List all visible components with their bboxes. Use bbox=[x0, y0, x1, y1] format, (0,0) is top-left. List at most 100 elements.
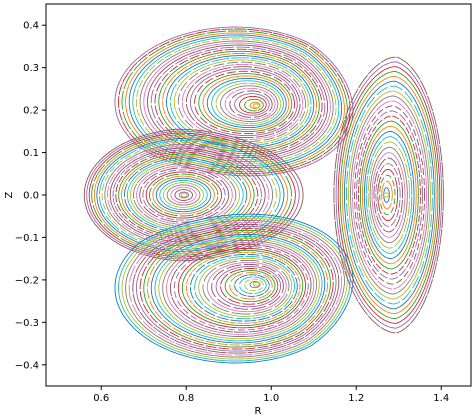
upper-lobe-ring bbox=[194, 70, 295, 135]
upper-lobe-ring bbox=[220, 85, 279, 122]
lower-lobe-ring bbox=[229, 272, 273, 300]
lower-lobe-ring bbox=[206, 261, 287, 313]
upper-lobe-surfaces bbox=[114, 26, 354, 177]
right-lobe-ring bbox=[369, 146, 408, 244]
plot-area bbox=[83, 26, 444, 364]
upper-lobe-ring bbox=[185, 66, 301, 139]
upper-lobe-ring bbox=[150, 46, 326, 157]
lower-lobe-ring bbox=[139, 227, 334, 350]
x-tick-label: 0.6 bbox=[93, 393, 109, 404]
lower-lobe-ring bbox=[147, 231, 329, 346]
right-lobe-ring bbox=[343, 80, 435, 310]
right-lobe-ring bbox=[352, 100, 427, 290]
lower-lobe-ring bbox=[177, 247, 306, 329]
upper-lobe-ring bbox=[125, 32, 345, 171]
lower-lobe-ring bbox=[194, 255, 295, 320]
lower-lobe-ring bbox=[150, 233, 326, 344]
left-lobe-ring bbox=[149, 173, 219, 217]
upper-lobe-ring bbox=[202, 75, 290, 131]
upper-lobe-ring bbox=[244, 98, 264, 112]
x-axis-label: R bbox=[255, 406, 262, 417]
upper-lobe-ring bbox=[229, 90, 273, 118]
right-lobe-o-point bbox=[382, 192, 390, 198]
right-lobe-ring bbox=[360, 120, 419, 270]
right-lobe-ring bbox=[371, 152, 406, 238]
y-tick-label: 0.0 bbox=[23, 191, 39, 202]
upper-lobe-ring bbox=[154, 48, 323, 155]
left-lobe-o-point bbox=[180, 192, 188, 198]
right-lobe-ring bbox=[365, 136, 413, 254]
lower-lobe-ring bbox=[128, 221, 343, 356]
right-lobe-ring bbox=[381, 180, 393, 210]
lower-lobe-ring bbox=[220, 268, 279, 305]
x-tick-label: 1.2 bbox=[348, 393, 364, 404]
right-lobe-ring bbox=[375, 163, 401, 227]
upper-lobe-ring bbox=[190, 68, 298, 137]
upper-lobe-o-point bbox=[252, 103, 260, 109]
upper-lobe-ring bbox=[234, 93, 270, 116]
lower-lobe-ring bbox=[166, 241, 315, 335]
upper-lobe-ring bbox=[181, 63, 304, 141]
upper-lobe-ring bbox=[128, 34, 343, 169]
left-lobe-ring bbox=[178, 191, 190, 199]
upper-lobe-ring bbox=[166, 55, 315, 149]
upper-lobe-ring bbox=[239, 95, 267, 114]
right-lobe-ring bbox=[354, 105, 425, 285]
right-lobe-ring bbox=[350, 95, 429, 295]
y-axis-label: Z bbox=[4, 191, 15, 198]
lower-lobe-ring bbox=[132, 223, 340, 354]
lower-lobe-ring bbox=[198, 257, 293, 317]
y-tick-label: −0.4 bbox=[15, 360, 39, 371]
right-lobe-ring bbox=[356, 110, 423, 280]
right-lobe-ring bbox=[358, 115, 421, 275]
x-tick-label: 1.0 bbox=[263, 393, 279, 404]
right-lobe-ring bbox=[361, 125, 417, 265]
y-tick-label: −0.2 bbox=[15, 275, 39, 286]
right-lobe-ring bbox=[367, 141, 411, 249]
lower-lobe-ring bbox=[143, 229, 331, 348]
left-lobe-ring bbox=[155, 177, 212, 213]
lower-lobe-o-point bbox=[252, 281, 260, 287]
y-tick-label: 0.4 bbox=[23, 21, 39, 32]
right-lobe-ring bbox=[377, 168, 399, 222]
upper-lobe-ring bbox=[215, 82, 282, 125]
lower-lobe-ring bbox=[135, 225, 337, 352]
left-lobe-ring bbox=[104, 143, 274, 247]
lower-lobe-ring bbox=[121, 217, 348, 360]
upper-lobe-ring bbox=[147, 44, 329, 159]
lower-lobe-ring bbox=[190, 253, 298, 322]
lower-lobe-ring bbox=[239, 276, 267, 295]
left-lobe-ring bbox=[142, 169, 226, 221]
left-lobe-ring bbox=[112, 149, 262, 241]
upper-lobe-ring bbox=[158, 50, 320, 153]
upper-lobe-ring bbox=[162, 53, 317, 151]
upper-lobe-ring bbox=[173, 59, 309, 145]
left-lobe-ring bbox=[93, 136, 289, 254]
left-lobe-ring bbox=[96, 138, 285, 252]
lower-lobe-ring bbox=[244, 278, 264, 292]
left-lobe-ring bbox=[159, 179, 208, 211]
upper-lobe-ring bbox=[198, 73, 293, 133]
right-lobe-ring bbox=[348, 90, 431, 300]
lower-lobe-surfaces bbox=[114, 213, 354, 364]
x-tick-label: 1.4 bbox=[433, 393, 449, 404]
upper-lobe-ring bbox=[135, 38, 337, 165]
left-lobe-ring bbox=[152, 175, 215, 215]
right-lobe-ring bbox=[341, 75, 437, 315]
upper-lobe-ring bbox=[143, 42, 331, 161]
left-lobe-ring bbox=[101, 141, 277, 249]
left-lobe-ring bbox=[145, 171, 222, 219]
y-tick-label: −0.3 bbox=[15, 318, 39, 329]
right-lobe-ring bbox=[379, 174, 396, 216]
upper-lobe-ring bbox=[118, 28, 351, 175]
left-lobe-ring bbox=[109, 147, 266, 243]
lower-lobe-ring bbox=[234, 274, 270, 297]
upper-lobe-ring bbox=[224, 87, 276, 120]
lower-lobe-ring bbox=[154, 235, 323, 342]
lower-lobe-ring bbox=[202, 259, 290, 315]
right-lobe-ring bbox=[383, 187, 390, 203]
y-axis: 0.4 0.3 0.2 0.1 0.0 −0.1 −0.2 −0.3 −0.4 bbox=[15, 21, 46, 371]
lower-lobe-ring bbox=[173, 245, 309, 331]
y-tick-label: 0.1 bbox=[23, 148, 39, 159]
